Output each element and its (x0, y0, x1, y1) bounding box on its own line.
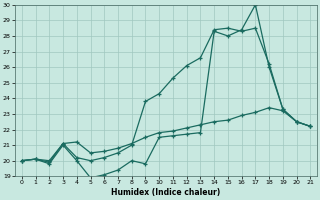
X-axis label: Humidex (Indice chaleur): Humidex (Indice chaleur) (111, 188, 221, 197)
